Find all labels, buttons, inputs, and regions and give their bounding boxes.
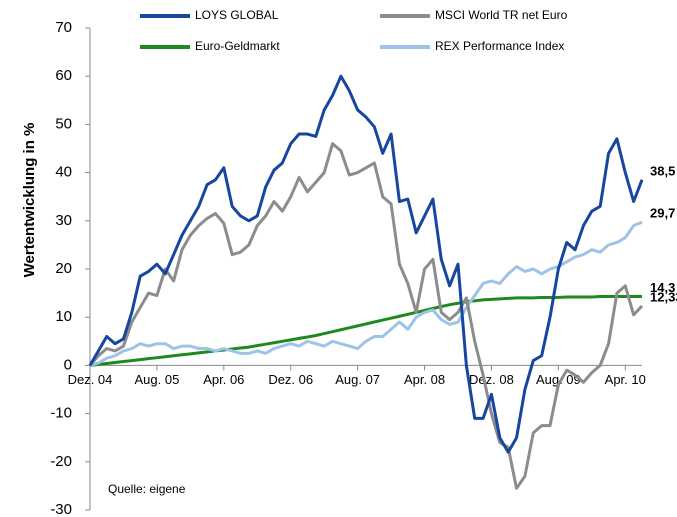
x-tick-label: Apr. 08 [404,372,445,387]
end-label: 14,3 [650,280,675,295]
x-tick-label: Aug. 05 [134,372,179,387]
series-line [89,220,643,367]
x-tick-label: Dez. 06 [268,372,313,387]
x-tick-label: Dez. 08 [469,372,514,387]
legend-label: Euro-Geldmarkt [195,39,280,53]
y-tick-label: 10 [55,308,72,325]
annotation: Quelle: eigene [108,482,186,496]
y-tick-label: 0 [64,356,72,373]
legend-label: LOYS GLOBAL [195,8,279,22]
y-tick-label: 30 [55,212,72,229]
x-tick-label: Aug. 07 [335,372,380,387]
y-axis-label: Wertentwicklung in % [21,123,38,278]
y-tick-label: -20 [50,453,72,470]
x-tick-label: Aug. 09 [536,372,581,387]
end-label: 29,7 [650,206,675,221]
y-tick-label: 40 [55,164,72,181]
series-line [88,74,644,454]
y-tick-label: 50 [55,115,72,132]
x-tick-label: Apr. 06 [203,372,244,387]
series-line [89,294,642,367]
x-tick-label: Apr. 10 [605,372,646,387]
y-tick-label: 60 [55,67,72,84]
x-tick-label: Dez. 04 [68,372,113,387]
end-label: 12,33 [650,289,677,304]
end-label: 38,5 [650,163,675,178]
y-tick-label: 20 [55,260,72,277]
y-tick-label: 70 [55,19,72,36]
y-tick-label: -30 [50,501,72,517]
legend-label: MSCI World TR net Euro [435,8,568,22]
legend-label: REX Performance Index [435,39,564,53]
series-line [88,142,644,490]
y-tick-label: -10 [50,405,72,422]
